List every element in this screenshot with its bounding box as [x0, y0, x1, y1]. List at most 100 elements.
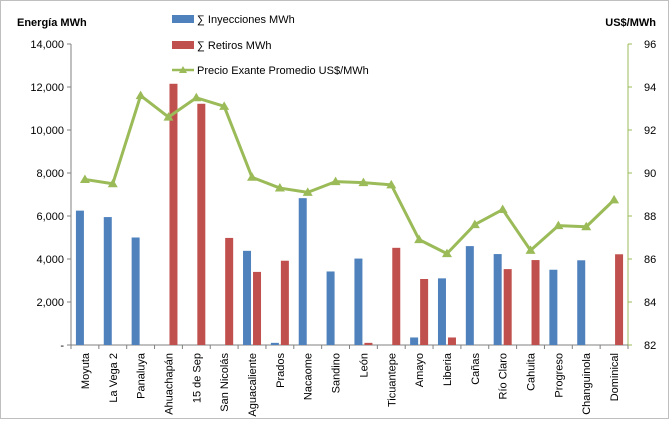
bar-retiros [503, 269, 512, 345]
category-label: Aguacaliente [247, 353, 259, 417]
category-label: Progreso [553, 353, 565, 398]
price-point [414, 234, 425, 244]
bar-inyecciones [103, 217, 112, 345]
bar-inyecciones [577, 260, 586, 345]
category-labels: Moyuta La Vega 2 Panaluya Ahuachapán 15 de S… [80, 352, 621, 416]
bar-inyecciones [465, 246, 474, 345]
price-line [84, 94, 616, 256]
bar-inyecciones [243, 250, 252, 345]
y2-tick-label: 84 [644, 297, 656, 309]
category-label: Ahuachapán [163, 353, 175, 415]
bar-retiros [197, 103, 206, 346]
y-tick-label: 10,000 [30, 125, 64, 137]
category-label: Dominical [609, 353, 621, 401]
bar-inyecciones [131, 237, 140, 345]
y2-tick-label: 90 [644, 168, 656, 180]
category-label: Cahuita [526, 352, 538, 391]
bar-retiros [225, 237, 234, 345]
price-point [497, 204, 508, 214]
category-label: Moyuta [80, 352, 92, 389]
y2-tick-label: 86 [644, 254, 656, 266]
category-label: Nacaome [303, 353, 315, 400]
legend: ∑ Inyecciones MWh ∑ Retiros MWh Precio E… [172, 14, 369, 77]
bar-inyecciones [298, 198, 307, 345]
y2-tick-label: 88 [644, 211, 656, 223]
price-point [553, 220, 564, 230]
category-label: León [358, 353, 370, 377]
y-tick-label: 2,000 [36, 297, 64, 309]
price-point [469, 219, 480, 229]
category-label: Ticuantepe [386, 353, 398, 407]
category-label: Panaluya [136, 352, 148, 399]
bar-retiros [169, 83, 178, 346]
bar-retiros [253, 271, 262, 345]
y-tick-label: 14,000 [30, 39, 64, 51]
legend-swatch-retiros [172, 41, 194, 49]
category-label: Sandino [331, 353, 343, 393]
y2-tick-label: 92 [644, 125, 656, 137]
legend-label-inyecciones: ∑ Inyecciones MWh [197, 14, 295, 26]
bar-inyecciones [410, 337, 419, 345]
right-axis-title: US$/MWh [605, 17, 656, 29]
category-label: Amayo [414, 353, 426, 387]
y-tick-label: 6,000 [36, 211, 64, 223]
y-tick-label: 12,000 [30, 82, 64, 94]
y2-tick-label: 96 [644, 39, 656, 51]
bar-inyecciones [270, 342, 279, 345]
bar-retiros [364, 342, 373, 345]
legend-label-retiros: ∑ Retiros MWh [197, 40, 271, 52]
price-point [107, 178, 118, 188]
legend-label-precio: Precio Exante Promedio US$/MWh [197, 65, 369, 77]
price-point [581, 221, 592, 231]
bar-retiros [420, 278, 429, 345]
y-tick-label: - [60, 340, 64, 352]
bar-inyecciones [326, 271, 335, 345]
right-axis-ticks: 82 84 86 88 90 92 94 96 [628, 39, 656, 352]
category-label: Prados [275, 353, 287, 388]
price-point [274, 183, 285, 192]
price-point [219, 101, 230, 110]
category-label: 15 de Sep [191, 353, 203, 403]
category-label: Liberia [442, 352, 454, 386]
bar-inyecciones [75, 210, 84, 345]
price-point [441, 248, 452, 258]
category-label: Cañas [470, 353, 482, 385]
bar-retiros [280, 260, 289, 345]
price-line-layer [79, 90, 620, 258]
bar-retiros [531, 260, 540, 345]
left-axis-title: Energía MWh [17, 17, 87, 29]
left-axis-ticks: - 2,000 4,000 6,000 8,000 10,000 12,000 14,000 [30, 39, 71, 352]
bar-inyecciones [354, 258, 363, 345]
bar-inyecciones [437, 278, 446, 345]
legend-swatch-inyecciones [172, 15, 194, 23]
price-point [135, 90, 146, 100]
y-tick-label: 4,000 [36, 254, 64, 266]
legend-swatch-precio-marker [179, 66, 187, 73]
plot-frame [70, 44, 629, 349]
bar-retiros [392, 247, 401, 345]
category-label: Río Claro [498, 353, 510, 399]
price-point [247, 172, 258, 181]
y2-tick-label: 82 [644, 340, 656, 352]
category-label: La Vega 2 [108, 353, 120, 403]
price-point [330, 176, 341, 186]
price-point [609, 194, 620, 204]
price-point [386, 179, 397, 189]
price-point [358, 177, 369, 187]
price-point [191, 92, 202, 102]
bar-inyecciones [549, 269, 558, 345]
y2-tick-label: 94 [644, 82, 656, 94]
category-label: San Nicolás [219, 353, 231, 412]
y-tick-label: 8,000 [36, 168, 64, 180]
bar-retiros [615, 254, 624, 345]
price-point [163, 112, 174, 121]
bar-retiros [447, 337, 456, 345]
price-point [79, 174, 90, 183]
price-point [525, 245, 536, 254]
bars [75, 83, 624, 346]
category-label: Changuinola [581, 352, 593, 415]
bar-inyecciones [493, 254, 502, 345]
price-point [302, 187, 313, 196]
